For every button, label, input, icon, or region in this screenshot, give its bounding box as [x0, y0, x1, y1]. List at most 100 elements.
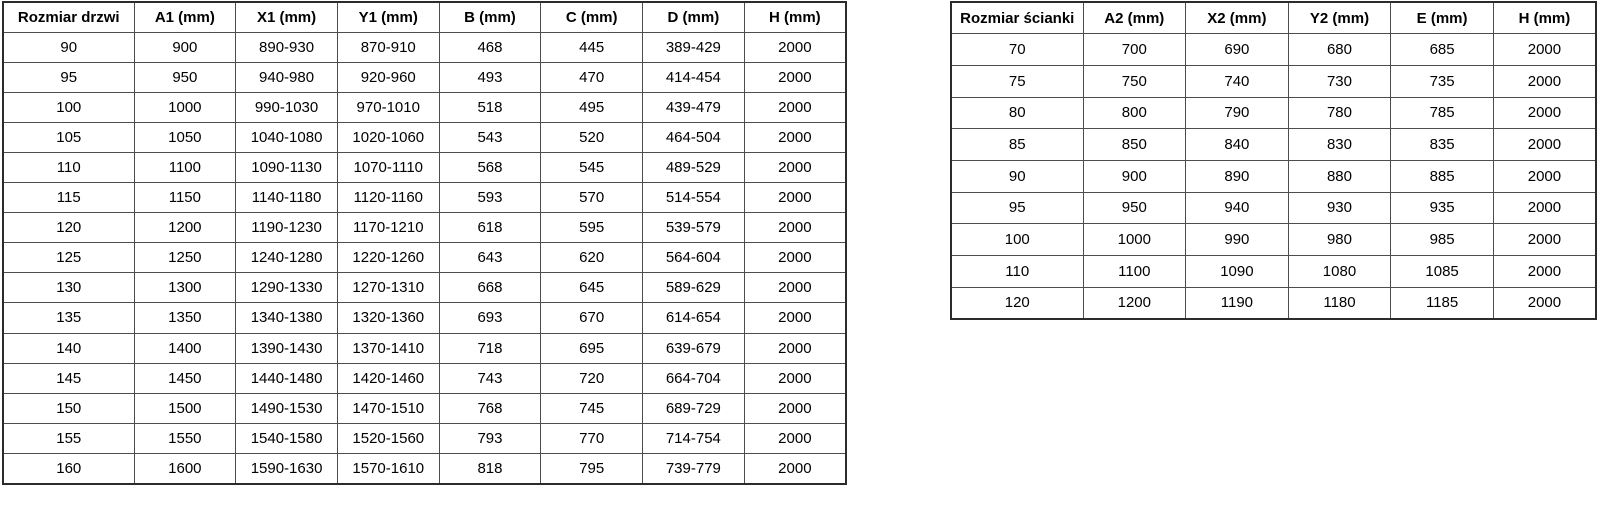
table-cell: 545 — [540, 151, 644, 184]
column-header: Rozmiar ścianki — [950, 1, 1084, 35]
table-cell: 2000 — [743, 272, 847, 304]
table-cell: 620 — [540, 242, 644, 274]
table-cell: 100 — [2, 91, 135, 123]
table-row: 145 1450 1440-1480 1420-1460 743 720 664-704 20… — [2, 362, 847, 394]
table-cell: 464-504 — [642, 121, 745, 153]
table-cell: 930 — [1287, 191, 1392, 225]
table-cell: 920-960 — [336, 61, 440, 93]
table-cell: 115 — [2, 182, 135, 214]
table-cell: 145 — [2, 362, 135, 394]
table-cell: 125 — [2, 242, 135, 274]
table-cell: 1600 — [133, 452, 237, 485]
table-cell: 885 — [1390, 159, 1494, 193]
table-cell: 990-1030 — [235, 91, 338, 123]
table-cell: 990 — [1185, 223, 1289, 256]
table-cell: 900 — [133, 31, 237, 63]
table-cell: 1120-1160 — [336, 182, 440, 214]
table-cell: 2000 — [1492, 96, 1597, 130]
table-cell: 489-529 — [642, 151, 745, 184]
column-header: Y2 (mm) — [1287, 1, 1392, 35]
table-cell: 90 — [2, 31, 135, 63]
table-cell: 110 — [950, 255, 1084, 288]
table-cell: 1270-1310 — [336, 272, 440, 304]
table-cell: 589-629 — [642, 272, 745, 304]
table-cell: 639-679 — [642, 332, 745, 364]
table-cell: 2000 — [743, 182, 847, 214]
table-row: 110 1100 1090 1080 1085 2000 — [950, 255, 1597, 288]
table-cell: 1400 — [133, 332, 237, 364]
table-cell: 614-654 — [642, 302, 745, 334]
table-row: 95 950 940-980 920-960 493 470 414-454 2000 — [2, 61, 847, 93]
table-cell: 680 — [1287, 33, 1392, 66]
table-cell: 735 — [1390, 64, 1494, 98]
column-header: B (mm) — [438, 1, 542, 33]
table-cell: 75 — [950, 64, 1084, 98]
table-cell: 690 — [1185, 33, 1289, 66]
table-cell: 514-554 — [642, 182, 745, 214]
table-row: 130 1300 1290-1330 1270-1310 668 645 589-629 20… — [2, 272, 847, 304]
table-cell: 785 — [1390, 96, 1494, 130]
table-cell: 1140-1180 — [235, 182, 338, 214]
table-cell: 100 — [950, 223, 1084, 256]
table-cell: 80 — [950, 96, 1084, 130]
table-cell: 155 — [2, 422, 135, 454]
table-cell: 1570-1610 — [336, 452, 440, 485]
table-cell: 439-479 — [642, 91, 745, 123]
table-cell: 85 — [950, 128, 1084, 161]
table-cell: 714-754 — [642, 422, 745, 454]
table-row: 115 1150 1140-1180 1120-1160 593 570 514-554 20… — [2, 182, 847, 214]
table-cell: 793 — [438, 422, 542, 454]
table-cell: 730 — [1287, 64, 1392, 98]
wall-size-table: Rozmiar ścianki A2 (mm) X2 (mm) Y2 (mm) E (m… — [950, 1, 1597, 320]
table-cell: 2000 — [743, 392, 847, 424]
table-cell: 718 — [438, 332, 542, 364]
table-cell: 2000 — [743, 242, 847, 274]
table-cell: 2000 — [1492, 64, 1597, 98]
table-cell: 685 — [1390, 33, 1494, 66]
table-cell: 2000 — [743, 121, 847, 153]
table-cell: 1150 — [133, 182, 237, 214]
table-row: 100 1000 990 980 985 2000 — [950, 223, 1597, 256]
header-row: Rozmiar drzwi A1 (mm) X1 (mm) Y1 (mm) B (mm)… — [2, 1, 847, 33]
table-cell: 940 — [1185, 191, 1289, 225]
table-cell: 2000 — [743, 362, 847, 394]
table-cell: 2000 — [743, 452, 847, 485]
table-cell: 150 — [2, 392, 135, 424]
table-cell: 870-910 — [336, 31, 440, 63]
table-cell: 495 — [540, 91, 644, 123]
table-cell: 1070-1110 — [336, 151, 440, 184]
table-cell: 1300 — [133, 272, 237, 304]
table-row: 125 1250 1240-1280 1220-1260 643 620 564-604 20… — [2, 242, 847, 274]
table-cell: 950 — [1082, 191, 1187, 225]
table-cell: 2000 — [743, 422, 847, 454]
table-row: 100 1000 990-1030 970-1010 518 495 439-479 2000 — [2, 91, 847, 123]
table-cell: 1100 — [133, 151, 237, 184]
table-cell: 1320-1360 — [336, 302, 440, 334]
table-row: 160 1600 1590-1630 1570-1610 818 795 739-779 20… — [2, 452, 847, 485]
table-cell: 743 — [438, 362, 542, 394]
table-cell: 135 — [2, 302, 135, 334]
table-cell: 539-579 — [642, 212, 745, 244]
table-cell: 1590-1630 — [235, 452, 338, 485]
table-cell: 110 — [2, 151, 135, 184]
table-cell: 618 — [438, 212, 542, 244]
table-cell: 130 — [2, 272, 135, 304]
table-cell: 2000 — [1492, 33, 1597, 66]
table-cell: 543 — [438, 121, 542, 153]
table-cell: 1350 — [133, 302, 237, 334]
table-cell: 493 — [438, 61, 542, 93]
table-row: 155 1550 1540-1580 1520-1560 793 770 714-754 20… — [2, 422, 847, 454]
table-cell: 1080 — [1287, 255, 1392, 288]
table-row: 120 1200 1190-1230 1170-1210 618 595 539-579 20… — [2, 212, 847, 244]
column-header: D (mm) — [642, 1, 745, 33]
table-row: 95 950 940 930 935 2000 — [950, 191, 1597, 225]
table-cell: 1200 — [1082, 286, 1187, 320]
table-cell: 1540-1580 — [235, 422, 338, 454]
table-cell: 2000 — [1492, 223, 1597, 256]
table-cell: 2000 — [743, 31, 847, 63]
table-cell: 2000 — [1492, 255, 1597, 288]
table-cell: 739-779 — [642, 452, 745, 485]
table-cell: 140 — [2, 332, 135, 364]
table-cell: 1550 — [133, 422, 237, 454]
